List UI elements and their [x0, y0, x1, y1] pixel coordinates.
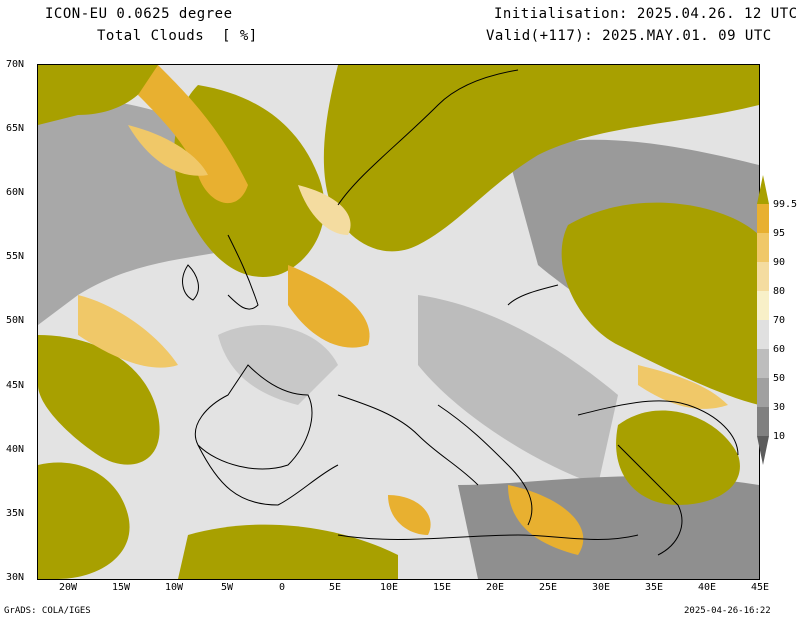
lon-label-20w: 20W — [59, 582, 78, 593]
colorbar-swatches — [757, 175, 769, 465]
lon-label-40e: 40E — [698, 582, 717, 593]
lon-label-35e: 35E — [645, 582, 664, 593]
initialisation-time: Initialisation: 2025.04.26. 12 UTC — [494, 6, 798, 22]
lon-label-20e: 20E — [486, 582, 505, 593]
colorbar-label-70: 70 — [773, 315, 786, 326]
lon-label-10e: 10E — [380, 582, 399, 593]
colorbar-swatch — [757, 378, 769, 407]
colorbar-label-90: 90 — [773, 257, 786, 268]
model-title: ICON-EU 0.0625 degree — [45, 6, 233, 22]
lat-label-30n: 30N — [6, 572, 25, 583]
lat-label-45n: 45N — [6, 380, 25, 391]
colorbar-swatch — [757, 291, 769, 320]
lat-label-55n: 55N — [6, 251, 25, 262]
lat-label-70n: 70N — [6, 59, 25, 70]
colorbar-label-60: 60 — [773, 344, 786, 355]
colorbar-label-80: 80 — [773, 286, 786, 297]
lat-label-50n: 50N — [6, 315, 25, 326]
colorbar-swatch-top — [757, 175, 769, 204]
colorbar-label-99-5: 99.5 — [773, 199, 798, 210]
render-timestamp: 2025-04-26-16:22 — [684, 606, 771, 616]
lon-label-5e: 5E — [329, 582, 342, 593]
lon-label-5w: 5W — [221, 582, 234, 593]
lon-label-15e: 15E — [433, 582, 452, 593]
colorbar-label-10: 10 — [773, 431, 786, 442]
colorbar-label-50: 50 — [773, 373, 786, 384]
colorbar-swatch — [757, 233, 769, 262]
software-credit: GrADS: COLA/IGES — [4, 606, 91, 616]
lat-label-60n: 60N — [6, 187, 25, 198]
colorbar-swatch — [757, 262, 769, 291]
lat-label-40n: 40N — [6, 444, 25, 455]
colorbar-label-30: 30 — [773, 402, 786, 413]
lon-label-15w: 15W — [112, 582, 131, 593]
valid-time: Valid(+117): 2025.MAY.01. 09 UTC — [486, 28, 772, 44]
lon-label-45e: 45E — [751, 582, 770, 593]
lon-label-0: 0 — [279, 582, 286, 593]
colorbar-swatch — [757, 204, 769, 233]
lon-label-10w: 10W — [165, 582, 184, 593]
lon-label-30e: 30E — [592, 582, 611, 593]
colorbar-label-95: 95 — [773, 228, 786, 239]
colorbar-swatch — [757, 349, 769, 378]
lat-label-35n: 35N — [6, 508, 25, 519]
colorbar-swatch — [757, 320, 769, 349]
cloud-cover-map — [37, 64, 760, 580]
map-canvas — [38, 65, 759, 579]
lat-label-65n: 65N — [6, 123, 25, 134]
colorbar-swatch — [757, 407, 769, 436]
lon-label-25e: 25E — [539, 582, 558, 593]
variable-title: Total Clouds [ %] — [97, 28, 258, 44]
colorbar-swatch-bottom — [757, 436, 769, 465]
